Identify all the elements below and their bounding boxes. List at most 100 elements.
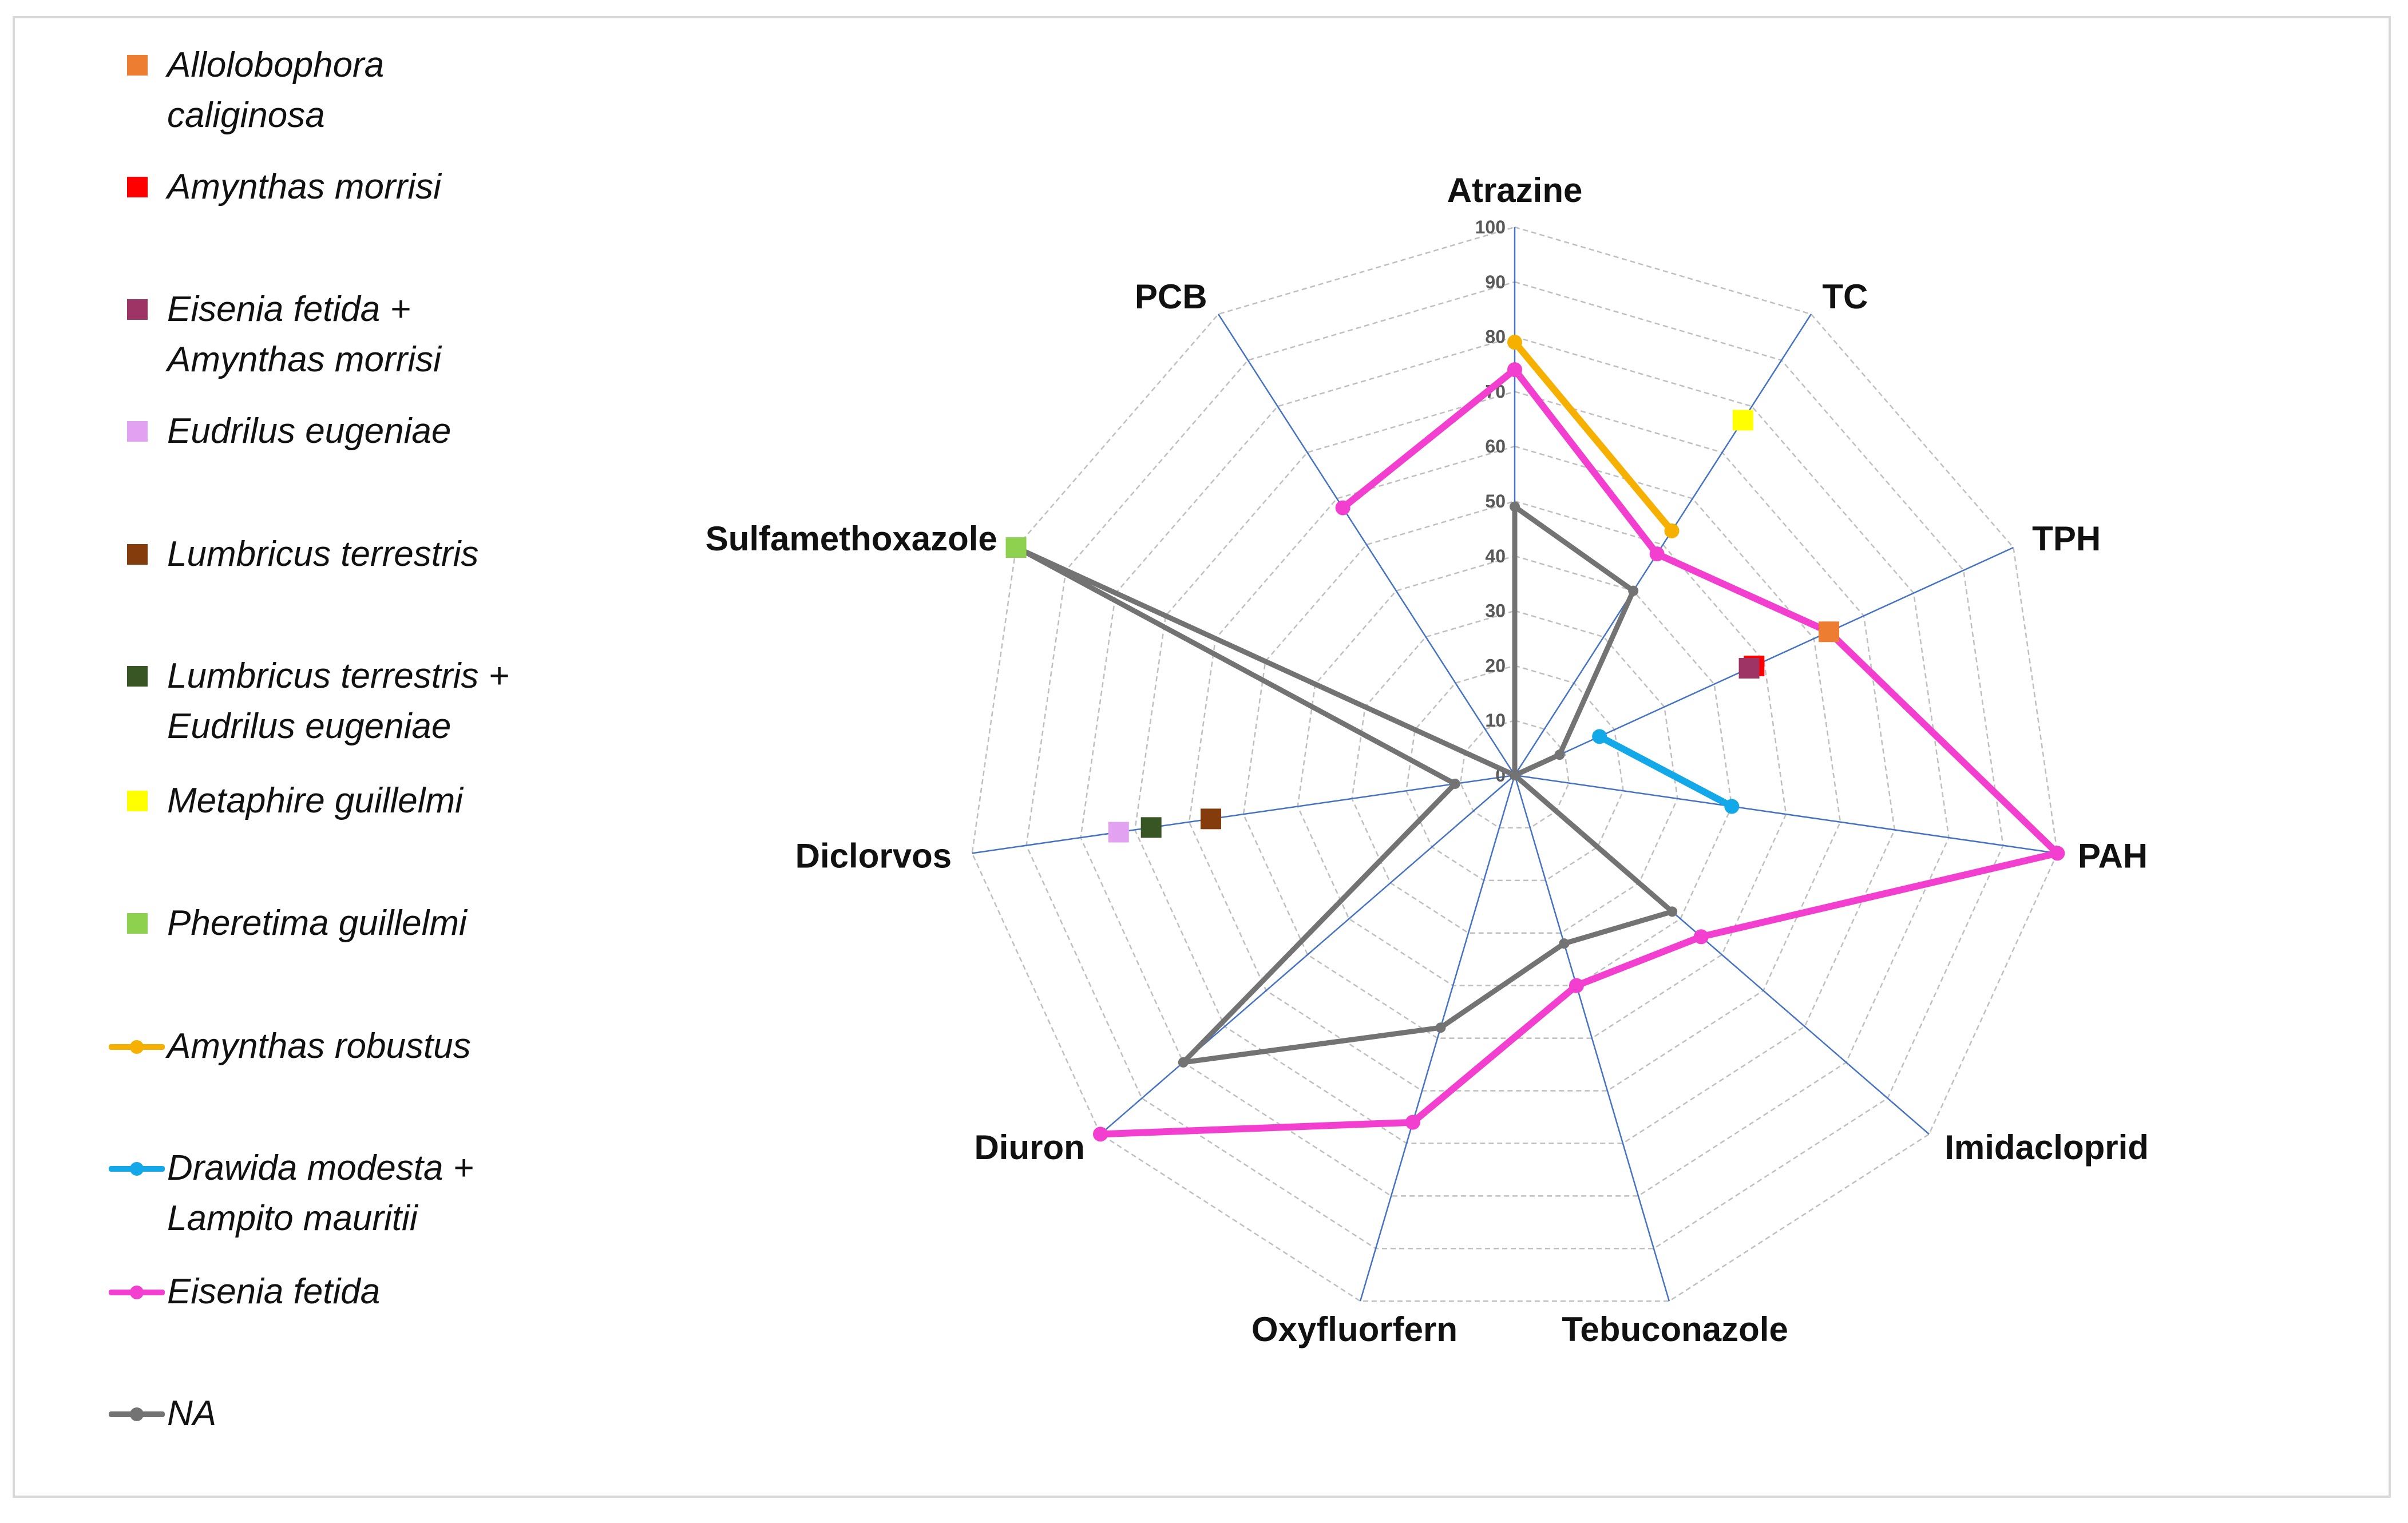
axis-label-pcb: PCB xyxy=(1135,277,1207,316)
legend-label: Metaphire guillelmi xyxy=(167,781,463,820)
point-na-diclorvos xyxy=(1449,778,1460,789)
legend-swatch xyxy=(127,666,148,687)
legend: Allolobophora caliginosa Amynthas morrisi… xyxy=(0,0,629,1523)
point-drawida-modesta-lampito-mauritii-tph xyxy=(1592,729,1607,744)
tick-label-30: 30 xyxy=(1485,601,1506,621)
point-eisenia-fetida-pah xyxy=(2050,846,2065,861)
legend-label: Allolobophora caliginosa xyxy=(167,45,385,135)
axis-label-sulfamethoxazole: Sulfamethoxazole xyxy=(706,519,997,558)
spoke-diuron xyxy=(1100,775,1515,1135)
series-line-eisenia-fetida xyxy=(1097,366,2061,1138)
tick-label-40: 40 xyxy=(1485,546,1506,566)
axis-label-oxyfluorfern: Oxyfluorfern xyxy=(1251,1310,1458,1349)
series-line-amynthas-robustus xyxy=(1511,339,1676,534)
legend-swatch xyxy=(127,421,148,442)
legend-swatch xyxy=(127,544,148,565)
legend-label: Drawida modesta + Lampito mauritii xyxy=(167,1148,474,1238)
legend-label: Amynthas morrisi xyxy=(167,167,441,207)
legend-swatch-dot xyxy=(130,1407,144,1421)
point-eisenia-fetida-atrazine xyxy=(1507,362,1522,378)
grid-ring-70 xyxy=(1134,391,1896,1144)
point-eisenia-fetida-oxyfluorfern xyxy=(1405,1115,1420,1130)
point-eisenia-fetida-pcb xyxy=(1335,500,1350,515)
legend-swatch-dot xyxy=(130,1162,144,1176)
legend-swatch xyxy=(127,299,148,320)
legend-label: Eudrilus eugeniae xyxy=(167,411,451,451)
legend-label: NA xyxy=(167,1394,217,1433)
axis-label-diclorvos: Diclorvos xyxy=(795,836,952,875)
data-series xyxy=(1016,335,2065,1142)
legend-swatch xyxy=(127,55,148,76)
series-drawida-modesta-lampito-mauritii xyxy=(1592,729,1740,814)
marker-eudrilus-eugeniae xyxy=(1108,822,1129,843)
point-na-tph xyxy=(1554,749,1565,760)
grid-ring-80 xyxy=(1080,336,1950,1197)
point-drawida-modesta-lampito-mauritii-pah xyxy=(1724,799,1740,814)
point-eisenia-fetida-tc xyxy=(1649,546,1665,562)
grid-ring-40 xyxy=(1297,555,1733,986)
legend-swatch xyxy=(109,1162,165,1176)
point-amynthas-robustus-atrazine xyxy=(1507,335,1522,350)
tick-label-80: 80 xyxy=(1485,327,1506,347)
grid-ring-30 xyxy=(1351,610,1678,934)
tick-label-50: 50 xyxy=(1485,491,1506,511)
point-na-oxyfluorfern xyxy=(1435,1022,1446,1033)
spoke-tebuconazole xyxy=(1514,775,1670,1302)
spoke-pah xyxy=(1514,774,2058,854)
point-eisenia-fetida-imidacloprid xyxy=(1693,929,1709,945)
axis-label-tc: TC xyxy=(1822,277,1868,316)
axis-label-diuron: Diuron xyxy=(974,1128,1084,1167)
spoke-oxyfluorfern xyxy=(1359,775,1516,1302)
legend-swatch xyxy=(127,791,148,811)
legend-label: Pheretima guillelmi xyxy=(167,903,467,943)
series-line-drawida-modesta-lampito-mauritii xyxy=(1596,733,1736,810)
axis-label-tph: TPH xyxy=(2032,519,2101,558)
axis-label-atrazine: Atrazine xyxy=(1447,171,1583,209)
legend-swatch-dot xyxy=(130,1040,144,1054)
axis-label-imidacloprid: Imidacloprid xyxy=(1944,1128,2149,1167)
axis-label-tebuconazole: Tebuconazole xyxy=(1562,1310,1788,1349)
marker-pheretima-guillelmi xyxy=(1005,537,1027,558)
legend-swatch xyxy=(109,1407,165,1421)
legend-swatch xyxy=(127,177,148,197)
legend-swatch xyxy=(127,913,148,934)
legend-label: Lumbricus terrestris xyxy=(167,534,479,574)
legend-label: Amynthas robustus xyxy=(167,1026,471,1066)
point-na-atrazine xyxy=(1510,501,1520,512)
tick-label-100: 100 xyxy=(1475,217,1506,237)
marker-metaphire-guillelmi xyxy=(1732,410,1753,431)
legend-swatch xyxy=(109,1040,165,1054)
tick-label-90: 90 xyxy=(1485,272,1506,292)
legend-label: Eisenia fetida xyxy=(167,1272,381,1311)
tick-label-10: 10 xyxy=(1485,710,1506,731)
tick-label-20: 20 xyxy=(1485,655,1506,676)
grid-ring-20 xyxy=(1405,665,1624,882)
spoke-pcb xyxy=(1218,314,1516,776)
marker-lumbricus-terrestris xyxy=(1200,808,1221,830)
series-amynthas-robustus xyxy=(1507,335,1680,538)
axis-labels: Atrazine TC TPH PAH Imidacloprid Tebuconazole… xyxy=(706,171,2149,1349)
point-na-pcb xyxy=(1510,770,1520,780)
spoke-tc xyxy=(1514,314,1812,776)
point-na-diuron xyxy=(1178,1057,1189,1068)
point-eisenia-fetida-tebuconazole xyxy=(1569,978,1584,993)
series-line-na xyxy=(1018,504,1675,1065)
series-na xyxy=(1016,501,1678,1068)
series-eisenia-fetida xyxy=(1092,362,2065,1142)
tick-label-60: 60 xyxy=(1485,436,1506,457)
point-na-tc xyxy=(1628,585,1639,596)
point-amynthas-robustus-tc xyxy=(1664,523,1680,538)
grid-ring-90 xyxy=(1025,281,2004,1250)
point-na-imidacloprid xyxy=(1667,906,1678,917)
axis-label-pah: PAH xyxy=(2078,836,2148,875)
marker-eisenia-fetida-amynthas-morrisi xyxy=(1738,657,1760,679)
legend-swatch-dot xyxy=(130,1286,144,1299)
chart-frame xyxy=(13,16,2391,1498)
point-na-tebuconazole xyxy=(1559,938,1570,949)
marker-allolobophora-caliginosa xyxy=(1818,621,1839,642)
legend-label: Lumbricus terrestris + Eudrilus eugeniae xyxy=(167,656,509,746)
spoke-diclorvos xyxy=(972,774,1515,854)
point-eisenia-fetida-diuron xyxy=(1092,1127,1108,1142)
legend-swatch xyxy=(109,1286,165,1299)
